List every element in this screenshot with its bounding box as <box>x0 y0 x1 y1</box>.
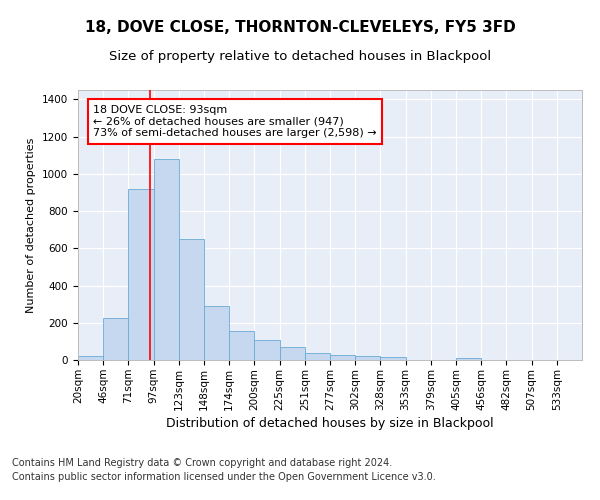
Text: 18 DOVE CLOSE: 93sqm
← 26% of detached houses are smaller (947)
73% of semi-deta: 18 DOVE CLOSE: 93sqm ← 26% of detached h… <box>93 105 377 138</box>
Bar <box>229 331 254 360</box>
Text: Size of property relative to detached houses in Blackpool: Size of property relative to detached ho… <box>109 50 491 63</box>
Bar <box>254 340 280 360</box>
Y-axis label: Number of detached properties: Number of detached properties <box>26 138 37 312</box>
Bar <box>204 306 229 360</box>
Text: 18, DOVE CLOSE, THORNTON-CLEVELEYS, FY5 3FD: 18, DOVE CLOSE, THORNTON-CLEVELEYS, FY5 … <box>85 20 515 35</box>
Bar <box>179 239 204 360</box>
Text: Contains HM Land Registry data © Crown copyright and database right 2024.: Contains HM Land Registry data © Crown c… <box>12 458 392 468</box>
Bar <box>380 357 406 360</box>
Text: Contains public sector information licensed under the Open Government Licence v3: Contains public sector information licen… <box>12 472 436 482</box>
Bar <box>456 358 481 360</box>
Bar <box>305 352 330 360</box>
Bar <box>128 188 154 360</box>
Bar <box>154 159 179 360</box>
Bar <box>78 356 103 360</box>
Text: Distribution of detached houses by size in Blackpool: Distribution of detached houses by size … <box>166 418 494 430</box>
Bar <box>280 347 305 360</box>
Bar <box>355 356 380 360</box>
Bar <box>330 356 355 360</box>
Bar <box>103 318 128 360</box>
